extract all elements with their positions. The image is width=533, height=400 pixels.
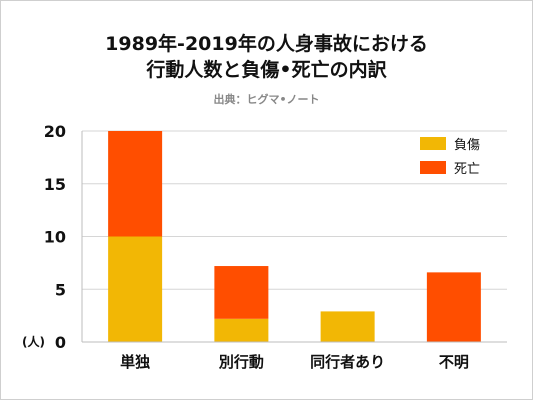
y-tick-label: 15: [44, 175, 66, 194]
chart-title-line-1: 1989年-2019年の人身事故における: [105, 33, 428, 55]
bar-segment: [426, 272, 481, 342]
chart-source: 出典：ヒグマ•ノート: [213, 93, 320, 106]
bar-segment: [214, 266, 269, 319]
y-tick-label: 0: [55, 333, 66, 352]
y-tick-label: 10: [44, 228, 66, 247]
axes: 0 5 10 15 20 (人) 単独 別行動 同行者あり 不明: [22, 122, 507, 371]
legend-label: 負傷: [454, 138, 480, 153]
x-category-label: 単独: [120, 353, 150, 371]
bar-segment: [108, 236, 163, 342]
y-tick-label: 20: [44, 122, 66, 141]
x-category-label: 同行者あり: [310, 353, 385, 371]
x-category-label: 別行動: [218, 353, 264, 371]
legend-swatch: [420, 161, 446, 174]
legend-label: 死亡: [454, 162, 480, 177]
bar-segment: [108, 131, 163, 237]
bar-segment: [320, 311, 375, 342]
y-unit-label: (人): [22, 334, 45, 349]
y-tick-label: 5: [55, 280, 66, 299]
chart-title-line-2: 行動人数と負傷•死亡の内訳: [146, 59, 387, 81]
x-category-label: 不明: [439, 353, 469, 371]
bar-segment: [214, 318, 269, 342]
bars: [108, 131, 481, 342]
legend-swatch: [420, 137, 446, 150]
